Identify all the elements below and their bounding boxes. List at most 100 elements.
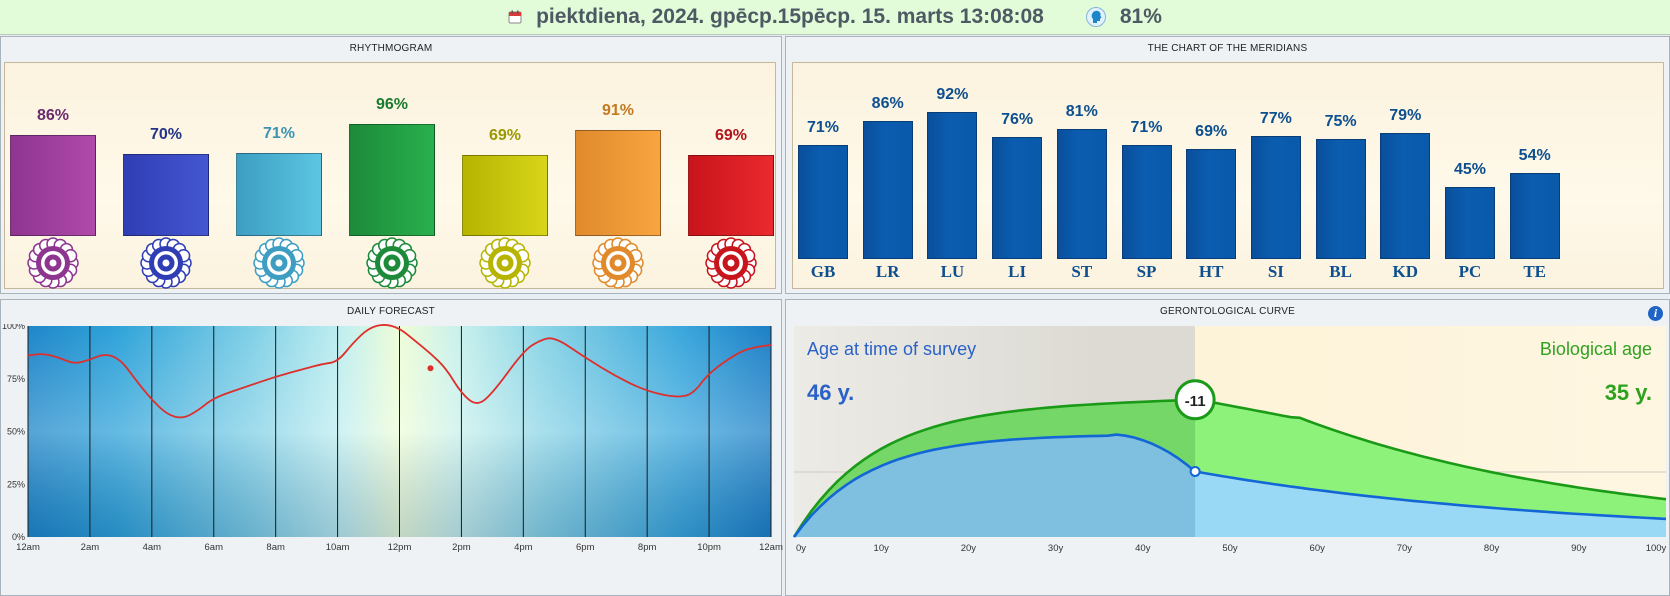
forecast-panel: DAILY FORECAST 0% 25% 50% 75% 100% 12am 2am 4am… — [0, 299, 783, 596]
meridian-pct-ht: 69% — [1195, 122, 1228, 140]
rhythmogram-bar-4 — [349, 123, 435, 236]
meridian-label-si: SI — [1267, 262, 1284, 281]
meridian-pct-kd: 79% — [1389, 106, 1422, 124]
rhythmogram-pct-2: 70% — [149, 126, 183, 144]
gerontology-xtick: 50y — [1222, 543, 1238, 554]
head-profile-icon — [1085, 7, 1106, 27]
biological-curve — [792, 398, 1667, 538]
forecast-xtick: 2am — [81, 542, 100, 553]
forecast-title: DAILY FORECAST — [346, 306, 435, 317]
forecast-xtick: 6am — [205, 542, 224, 553]
chronological-curve — [792, 433, 1667, 538]
meridian-label-pc: PC — [1458, 262, 1482, 281]
meridian-bar-st — [1056, 129, 1107, 259]
gerontology-xtick: 100y — [1646, 543, 1667, 554]
biological-age-label: Biological age — [1539, 339, 1652, 359]
rhythmogram-bar-6 — [575, 129, 661, 236]
meridian-pct-si: 77% — [1259, 109, 1292, 127]
meridian-label-ht: HT — [1198, 262, 1224, 281]
meridian-bar-pc — [1445, 187, 1495, 259]
forecast-xtick: 12pm — [388, 542, 412, 553]
meridian-label-sp: SP — [1136, 262, 1157, 281]
meridian-pct-te: 54% — [1518, 146, 1551, 164]
meridian-label-gb: GB — [810, 262, 836, 281]
meridian-label-li: LI — [1008, 262, 1027, 281]
meridian-label-st: ST — [1071, 262, 1093, 281]
forecast-ytick: 25% — [7, 479, 25, 489]
rhythmogram-pct-5: 69% — [488, 127, 522, 145]
forecast-xtick: 10pm — [697, 542, 721, 553]
rhythmogram-panel: RHYTHMOGRAM 86% 70% 71% 96% 69% 91% 69% — [0, 36, 782, 294]
rhythmogram-pct-4: 96% — [375, 95, 409, 113]
sacral-chakra-icon — [592, 237, 644, 289]
meridian-label-lu: LU — [940, 262, 965, 281]
forecast-xtick: 12am — [16, 542, 40, 553]
rhythmogram-chart: 86% 70% 71% 96% 69% 91% 69% — [4, 62, 776, 289]
forecast-xtick: 12am — [759, 542, 783, 553]
meridian-label-bl: BL — [1329, 262, 1352, 281]
solar-plexus-chakra-icon — [479, 237, 531, 289]
meridian-pct-st: 81% — [1065, 103, 1098, 121]
forecast-xtick: 8am — [266, 542, 285, 553]
gerontology-panel: GERONTOLOGICAL CURVE i -11 0y 10y 20y 30y 40y… — [785, 299, 1670, 596]
header-bar: piektdiena, 2024. gpēcp.15pēcp. 15. mart… — [0, 0, 1670, 35]
gerontology-title: GERONTOLOGICAL CURVE — [1160, 306, 1295, 317]
meridian-bar-ht — [1186, 148, 1237, 259]
age-at-survey-label: Age at time of survey — [807, 339, 977, 359]
forecast-xtick: 4am — [143, 542, 162, 553]
meridian-pct-li: 76% — [1001, 111, 1034, 129]
age-difference-badge — [1174, 379, 1216, 421]
rhythmogram-pct-3: 71% — [262, 124, 296, 142]
meridian-bar-lu — [927, 111, 978, 259]
gerontology-xtick: 80y — [1484, 543, 1500, 554]
gerontology-xtick: 20y — [961, 543, 977, 554]
gerontology-xtick: 10y — [874, 543, 890, 554]
third-eye-chakra-icon — [140, 237, 192, 289]
meridian-bar-li — [992, 137, 1043, 259]
meridian-label-kd: KD — [1392, 262, 1419, 281]
meridians-panel: THE CHART OF THE MERIDIANS 71% GB 86% LR 92%… — [785, 36, 1670, 294]
rhythmogram-bar-1 — [10, 135, 96, 236]
rhythmogram-pct-7: 69% — [714, 127, 748, 145]
meridian-pct-bl: 75% — [1324, 113, 1357, 130]
meridian-bar-gb — [798, 145, 848, 259]
rhythmogram-pct-1: 86% — [36, 107, 70, 125]
gerontology-xtick: 30y — [1048, 543, 1064, 554]
info-icon[interactable]: i — [1648, 306, 1663, 321]
header-datetime: piektdiena, 2024. gpēcp.15pēcp. 15. mart… — [536, 5, 1044, 28]
forecast-ytick: 75% — [7, 374, 25, 384]
gerontology-xtick: 90y — [1571, 543, 1587, 554]
rhythmogram-bar-5 — [462, 155, 548, 236]
age-marker — [1189, 465, 1201, 477]
age-at-survey-value: 46 y. — [807, 380, 855, 405]
meridian-pct-sp: 71% — [1130, 119, 1163, 137]
meridian-pct-lr: 86% — [871, 95, 904, 113]
forecast-ytick: 0% — [12, 532, 25, 542]
gerontology-xtick: 0y — [796, 543, 806, 554]
crown-chakra-icon — [27, 237, 79, 289]
biological-age-value: 35 y. — [1604, 380, 1652, 405]
forecast-xtick: 2pm — [452, 542, 471, 553]
gerontology-xtick: 70y — [1397, 543, 1413, 554]
meridians-chart: 71% GB 86% LR 92% LU 76% LI 81% ST 71% SP 69% HT 77% SI… — [792, 62, 1664, 289]
meridian-bar-kd — [1380, 132, 1431, 259]
rhythmogram-bar-2 — [123, 154, 209, 236]
meridian-bar-lr — [862, 121, 913, 259]
forecast-chart: 0% 25% 50% 75% 100% 12am 2am 4am 6am 8am 10am 12pm 2… — [2, 324, 783, 553]
gerontology-chart: -11 0y 10y 20y 30y 40y 50y 60y 70y 80y 90y 100y — [792, 326, 1667, 554]
rhythmogram-pct-6: 91% — [601, 101, 635, 119]
rhythmogram-bar-7 — [688, 155, 774, 236]
forecast-line — [27, 324, 772, 419]
forecast-xtick: 6pm — [576, 542, 595, 553]
header-overall-pct: 81% — [1119, 5, 1162, 28]
meridian-bar-si — [1250, 135, 1301, 259]
heart-chakra-icon — [366, 237, 418, 289]
forecast-xtick: 10am — [326, 542, 350, 553]
meridian-pct-gb: 71% — [806, 119, 840, 137]
meridians-title: THE CHART OF THE MERIDIANS — [1147, 43, 1308, 54]
forecast-ytick: 50% — [7, 427, 25, 437]
meridian-bar-bl — [1315, 139, 1366, 259]
gerontology-xtick: 40y — [1135, 543, 1151, 554]
meridian-label-lr: LR — [875, 262, 900, 281]
forecast-ytick: 100% — [2, 324, 25, 331]
